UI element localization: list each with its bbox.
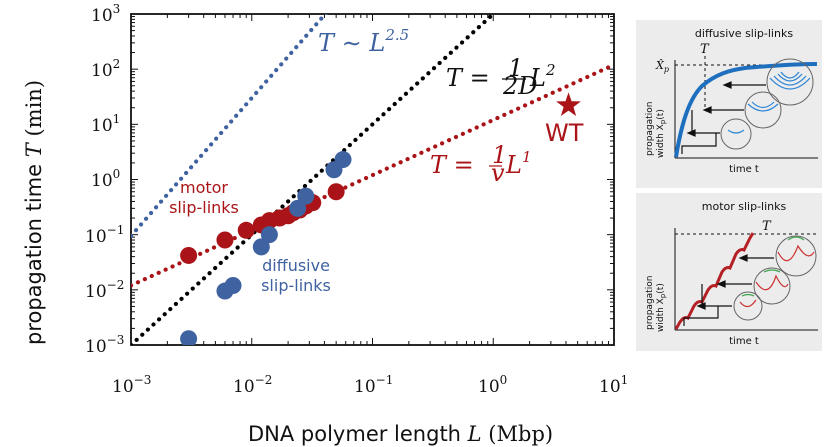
y-axis-label: propagation time T (min) — [22, 80, 46, 345]
inset-diffusive-polymer-icons — [720, 58, 814, 150]
black-law-num: 1 — [508, 54, 523, 82]
axis-ticks — [130, 13, 615, 346]
arrowhead — [722, 81, 732, 89]
diffusive-series-label: diffusive slip-links — [261, 256, 331, 295]
diffusive-data-point — [334, 151, 352, 169]
polymer-icon — [744, 91, 782, 129]
black-law-den: 2D — [502, 72, 538, 100]
inset-diffusive-xlabel: time t — [729, 164, 759, 175]
polymer-icon-strands — [741, 293, 755, 297]
black-law-annotation: T = 1 2D L2 — [446, 54, 555, 100]
y-tick-label: 101 — [91, 112, 120, 136]
red-law-lhs: T = — [430, 151, 474, 179]
inset-diffusive-ylabel-2: width Xp(t) — [656, 109, 667, 158]
polymer-icon-strands — [739, 299, 757, 308]
inset-motor-time-marker: T — [762, 219, 772, 234]
y-tick-label: 10−1 — [85, 223, 124, 247]
red-law-den: v — [491, 159, 505, 187]
red-law-num: 1 — [492, 141, 507, 169]
motor-label-line2: slip-links — [169, 198, 239, 217]
y-tick-labels: 10−3 10−2 10−1 100 101 102 103 — [85, 2, 124, 357]
diffusive-data-point — [252, 238, 270, 256]
plot-area — [130, 13, 615, 346]
polymer-icon-strands — [769, 71, 811, 90]
fit-line — [131, 14, 497, 345]
diffusive-data-point — [289, 199, 307, 217]
motor-data-point — [216, 231, 234, 249]
inset-diffusive-xp-marker: X̂p — [655, 59, 669, 74]
motor-series-label: motor slip-links — [169, 178, 239, 217]
diffusive-data-point — [297, 187, 315, 205]
wt-label: WT — [545, 119, 584, 147]
y-tick-label: 100 — [91, 167, 120, 191]
fit-line — [131, 62, 614, 288]
polymer-icon-strands — [763, 269, 781, 273]
motor-data-point — [327, 183, 345, 201]
inset-motor-ylabel-2: width Xp(t) — [656, 283, 667, 332]
fit-line — [131, 14, 329, 239]
y-tick-label: 103 — [91, 2, 120, 26]
diffusive-data-point — [260, 226, 278, 244]
arrowhead — [738, 254, 748, 262]
arrow-step — [683, 306, 719, 326]
polymer-icon — [720, 118, 752, 150]
inset-diffusive-ylabel: propagation — [645, 102, 655, 156]
x-tick-label: 101 — [599, 373, 628, 397]
polymer-icon — [766, 58, 814, 106]
blue-law-annotation: T ∼ L2.5 — [318, 26, 409, 57]
inset-motor-polymer-icons — [733, 235, 817, 321]
x-tick-label: 10−1 — [354, 373, 393, 397]
y-tick-label: 10−3 — [85, 333, 124, 357]
y-tick-label: 10−2 — [85, 278, 124, 302]
polymer-icon — [753, 267, 791, 305]
inset-diffusive-title: diffusive slip-links — [695, 27, 793, 40]
motor-data-point — [180, 246, 198, 264]
fit-lines — [131, 14, 614, 345]
diffusive-label-line1: diffusive — [262, 256, 330, 275]
motor-label-line1: motor — [180, 178, 228, 197]
inset-diffusive-curve — [674, 62, 818, 158]
polymer-icon-strands — [787, 236, 805, 241]
x-tick-labels: 10−3 10−2 10−1 100 101 — [112, 373, 628, 397]
polymer-icon-strands — [747, 101, 779, 112]
inset-motor-xlabel: time t — [729, 336, 759, 347]
red-law-rhs: L1 — [505, 148, 531, 179]
inset-motor-ylabel: propagation — [645, 276, 655, 330]
y-tick-label: 102 — [91, 57, 120, 81]
polymer-icon-strands — [777, 244, 815, 262]
arrowhead — [716, 280, 726, 288]
red-law-annotation: T = 1 v L1 — [430, 141, 531, 187]
wt-star-marker — [556, 92, 581, 116]
inset-motor-title: motor slip-links — [702, 200, 787, 213]
black-law-rhs: L2 — [529, 61, 555, 92]
inset-diffusive-background — [636, 20, 822, 188]
inset-motor: motor slip-links T propagation — [636, 193, 822, 351]
inset-diffusive: diffusive slip-links T X̂p propagation w… — [636, 20, 822, 188]
x-tick-label: 10−3 — [112, 373, 151, 397]
data-points — [180, 92, 581, 345]
arrow-step — [681, 133, 717, 154]
x-tick-label: 100 — [478, 373, 507, 397]
inset-diffusive-arrows — [681, 81, 766, 154]
inset-motor-arrows — [683, 254, 774, 326]
arrowhead — [702, 106, 712, 114]
motor-data-point — [237, 221, 255, 239]
inset-motor-background — [636, 193, 822, 351]
diffusive-label-line2: slip-links — [261, 276, 331, 295]
inset-diffusive-time-marker: T — [700, 42, 710, 57]
polymer-icon — [733, 291, 763, 321]
polymer-icon-strands — [727, 129, 745, 134]
x-tick-label: 10−2 — [233, 373, 272, 397]
black-law-lhs: T = — [446, 64, 490, 92]
diffusive-data-point — [224, 276, 242, 294]
diffusive-data-point — [180, 330, 198, 345]
polymer-icon — [775, 235, 817, 277]
x-axis-label: DNA polymer length L (Mbp) — [248, 422, 553, 446]
polymer-icon-strands — [755, 274, 789, 291]
